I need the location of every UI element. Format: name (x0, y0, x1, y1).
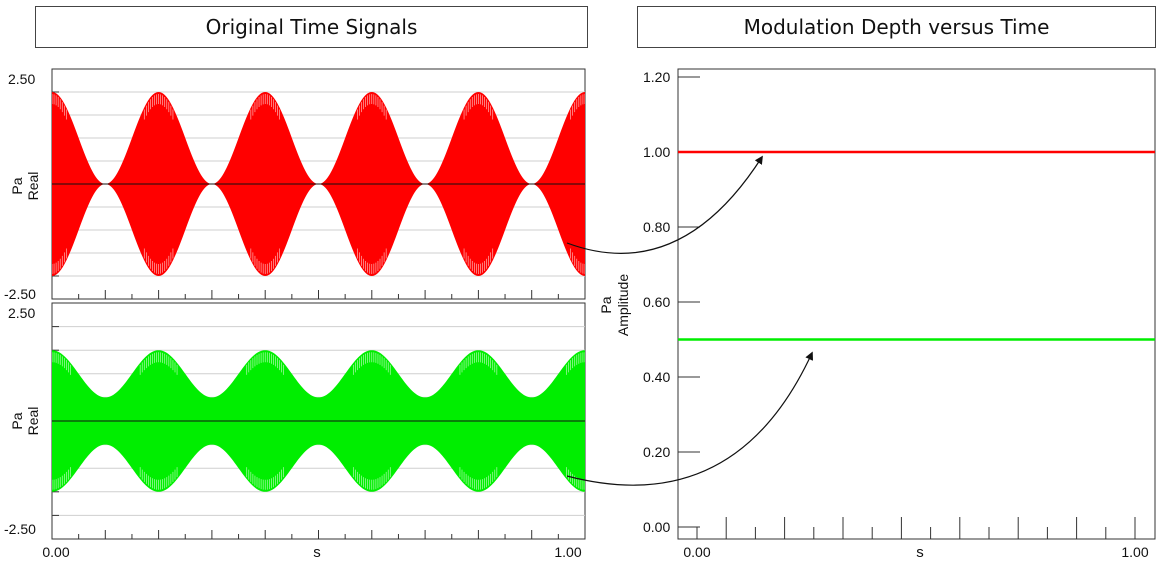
bottom-xtick-start: 0.00 (42, 544, 69, 560)
top-ylabel: Real (25, 172, 41, 201)
top-xticks (51, 290, 586, 299)
bottom-ytick-min: -2.50 (4, 521, 36, 537)
right-xticks (696, 517, 1136, 539)
top-ytick-max: 2.50 (8, 71, 35, 87)
top-to-depth-arrow (566, 155, 763, 254)
right-ytick-label: 0.00 (643, 519, 670, 535)
bottom-ytick-max: 2.50 (8, 305, 35, 321)
right-ytick-label: 1.00 (643, 144, 670, 160)
right-xtick-end: 1.00 (1121, 544, 1148, 560)
right-yticks: 1.20 1.00 0.80 0.60 0.40 0.20 0.00 (643, 69, 700, 535)
right-ytick-label: 1.20 (643, 69, 670, 85)
bottom-xlabel: s (313, 544, 321, 561)
right-panel-title: Modulation Depth versus Time (637, 6, 1156, 48)
modulation-depth-plot: 1.20 1.00 0.80 0.60 0.40 0.20 0.00 Pa Amplitud… (598, 68, 1156, 561)
bottom-ylabel-unit: Pa (9, 412, 25, 429)
right-ytick-label: 0.60 (643, 294, 670, 310)
right-series (678, 150, 1155, 341)
top-signal-plot: 2.50 -2.50 Pa Real (4, 68, 586, 302)
right-ytick-label: 0.20 (643, 444, 670, 460)
top-ylabel-unit: Pa (9, 177, 25, 194)
right-ylabel-unit: Pa (598, 296, 614, 313)
bottom-to-depth-arrow (566, 351, 813, 486)
bottom-xtick-end: 1.00 (554, 544, 581, 560)
bottom-xticks (51, 530, 586, 539)
right-ytick-label: 0.40 (643, 369, 670, 385)
right-ytick-label: 0.80 (643, 219, 670, 235)
bottom-ylabel: Real (25, 407, 41, 436)
left-panel-title: Original Time Signals (35, 6, 588, 48)
right-plot-frame (677, 68, 1156, 540)
right-xtick-start: 0.00 (683, 544, 710, 560)
right-xlabel: s (916, 544, 924, 561)
top-ytick-min: -2.50 (4, 286, 36, 302)
bottom-signal-plot: 2.50 -2.50 Pa Real 0.00 1.00 s (4, 302, 586, 561)
right-ylabel: Amplitude (615, 274, 631, 336)
